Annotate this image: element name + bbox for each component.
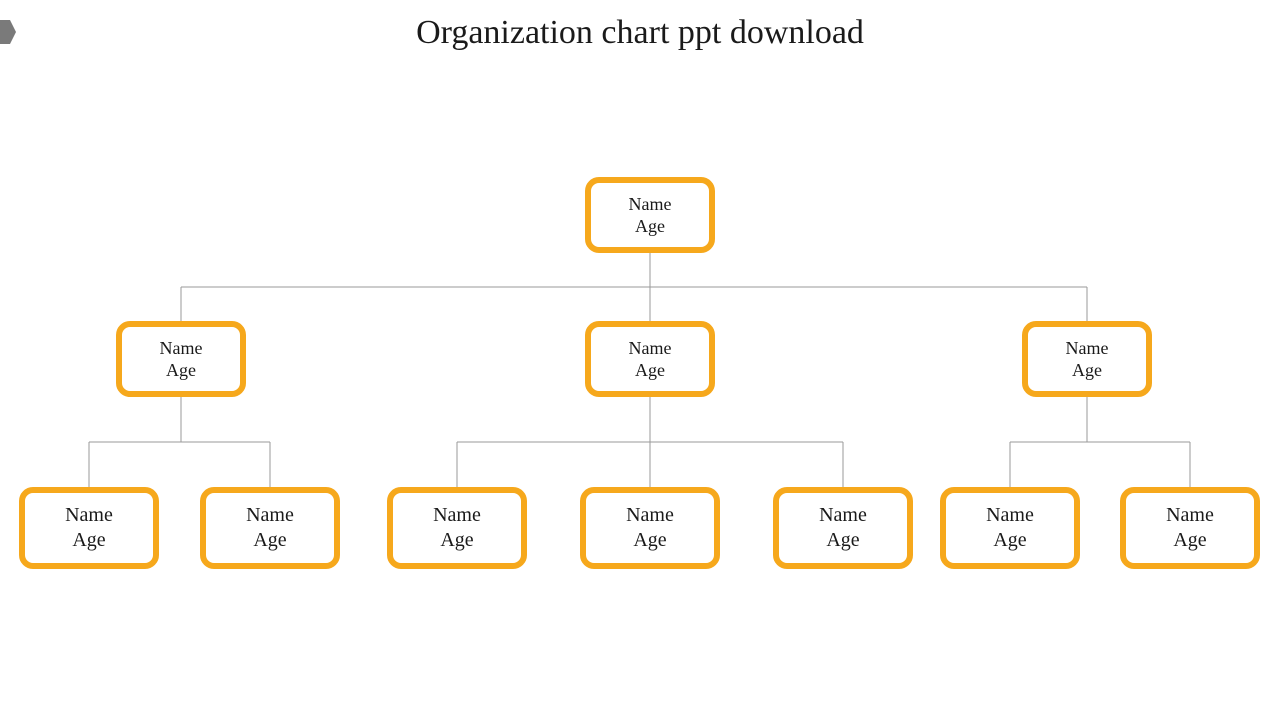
org-node-c1a: NameAge — [19, 487, 159, 569]
org-node-line2: Age — [1072, 359, 1102, 382]
org-node-line2: Age — [1173, 528, 1206, 553]
org-node-line1: Name — [629, 193, 672, 216]
org-node-line1: Name — [160, 337, 203, 360]
org-node-m2: NameAge — [585, 321, 715, 397]
org-node-root: NameAge — [585, 177, 715, 253]
org-node-line1: Name — [626, 503, 674, 528]
org-node-c3b: NameAge — [1120, 487, 1260, 569]
org-node-line1: Name — [629, 337, 672, 360]
org-node-line1: Name — [1066, 337, 1109, 360]
org-node-c3a: NameAge — [940, 487, 1080, 569]
org-node-line2: Age — [166, 359, 196, 382]
org-node-c2a: NameAge — [387, 487, 527, 569]
org-node-m3: NameAge — [1022, 321, 1152, 397]
org-node-line2: Age — [253, 528, 286, 553]
org-node-m1: NameAge — [116, 321, 246, 397]
org-node-line2: Age — [993, 528, 1026, 553]
org-node-line2: Age — [633, 528, 666, 553]
org-node-line1: Name — [246, 503, 294, 528]
org-node-c2b: NameAge — [580, 487, 720, 569]
org-node-c1b: NameAge — [200, 487, 340, 569]
org-node-c2c: NameAge — [773, 487, 913, 569]
org-node-line2: Age — [826, 528, 859, 553]
org-node-line2: Age — [635, 215, 665, 238]
org-node-line1: Name — [1166, 503, 1214, 528]
org-node-line1: Name — [65, 503, 113, 528]
org-node-line2: Age — [440, 528, 473, 553]
org-node-line2: Age — [72, 528, 105, 553]
org-node-line1: Name — [433, 503, 481, 528]
org-node-line2: Age — [635, 359, 665, 382]
slide-title: Organization chart ppt download — [0, 14, 1280, 52]
org-node-line1: Name — [986, 503, 1034, 528]
org-node-line1: Name — [819, 503, 867, 528]
